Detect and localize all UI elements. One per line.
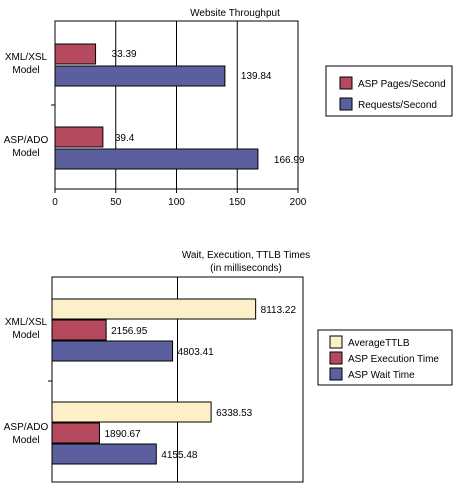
chart2-category-label: Model — [12, 330, 39, 341]
chart2-category-label: ASP/ADO — [4, 422, 49, 433]
chart1-value-label: 33.39 — [112, 49, 137, 60]
chart2-bar — [51, 443, 157, 465]
chart1-legend-swatch — [339, 97, 353, 111]
chart1-bar — [54, 43, 97, 65]
chart1-x-tick-label: 150 — [229, 197, 246, 208]
chart1-category-label: XML/XSL — [5, 52, 48, 63]
chart2-value-label: 6338.53 — [216, 408, 253, 419]
chart2-bar — [51, 340, 174, 362]
chart2-legend-swatch — [329, 351, 343, 365]
chart1-x-tick-label: 100 — [168, 197, 185, 208]
chart2-value-label: 1890.67 — [104, 429, 141, 440]
chart1-legend-label: Requests/Second — [358, 100, 437, 111]
chart1-legend-label: ASP Pages/Second — [358, 79, 446, 90]
chart2-plot-frame — [51, 276, 304, 483]
chart2-title: Wait, Execution, TTLB Times — [182, 250, 310, 261]
chart1-bar — [54, 148, 259, 170]
chart2-legend-label: ASP Execution Time — [348, 354, 439, 365]
chart2-legend-label: AverageTTLB — [348, 338, 410, 349]
chart1-value-label: 39.4 — [115, 133, 135, 144]
chart2-bar — [51, 401, 212, 423]
chart1-title: Website Throughput — [190, 8, 280, 19]
chart1-x-tick-label: 0 — [52, 197, 58, 208]
chart1-category-label: Model — [12, 148, 39, 159]
chart2-category-label: Model — [12, 435, 39, 446]
chart2-legend-swatch — [329, 367, 343, 381]
chart1-legend-swatch — [339, 76, 353, 90]
chart1-category-label: ASP/ADO — [4, 135, 49, 146]
chart2-value-label: 2156.95 — [111, 326, 148, 337]
chart1-category-label: Model — [12, 65, 39, 76]
chart2-value-label: 4803.41 — [178, 347, 215, 358]
chart2-bar — [51, 298, 257, 320]
chart2-value-label: 4155.48 — [161, 450, 198, 461]
chart2-legend-label: ASP Wait Time — [348, 370, 415, 381]
chart2-bar — [51, 422, 100, 444]
chart1-x-tick-label: 200 — [290, 197, 307, 208]
chart1-x-tick-label: 50 — [110, 197, 122, 208]
chart1-bar — [54, 126, 104, 148]
chart1-value-label: 166.99 — [274, 155, 305, 166]
chart2-value-label: 8113.22 — [261, 305, 297, 316]
chart2-legend-swatch — [329, 335, 343, 349]
chart1-value-label: 139.84 — [241, 71, 272, 82]
chart2-bar — [51, 319, 107, 341]
chart2-subtitle: (in milliseconds) — [210, 263, 282, 274]
chart1-bar — [54, 65, 226, 87]
chart2-category-label: XML/XSL — [5, 317, 48, 328]
